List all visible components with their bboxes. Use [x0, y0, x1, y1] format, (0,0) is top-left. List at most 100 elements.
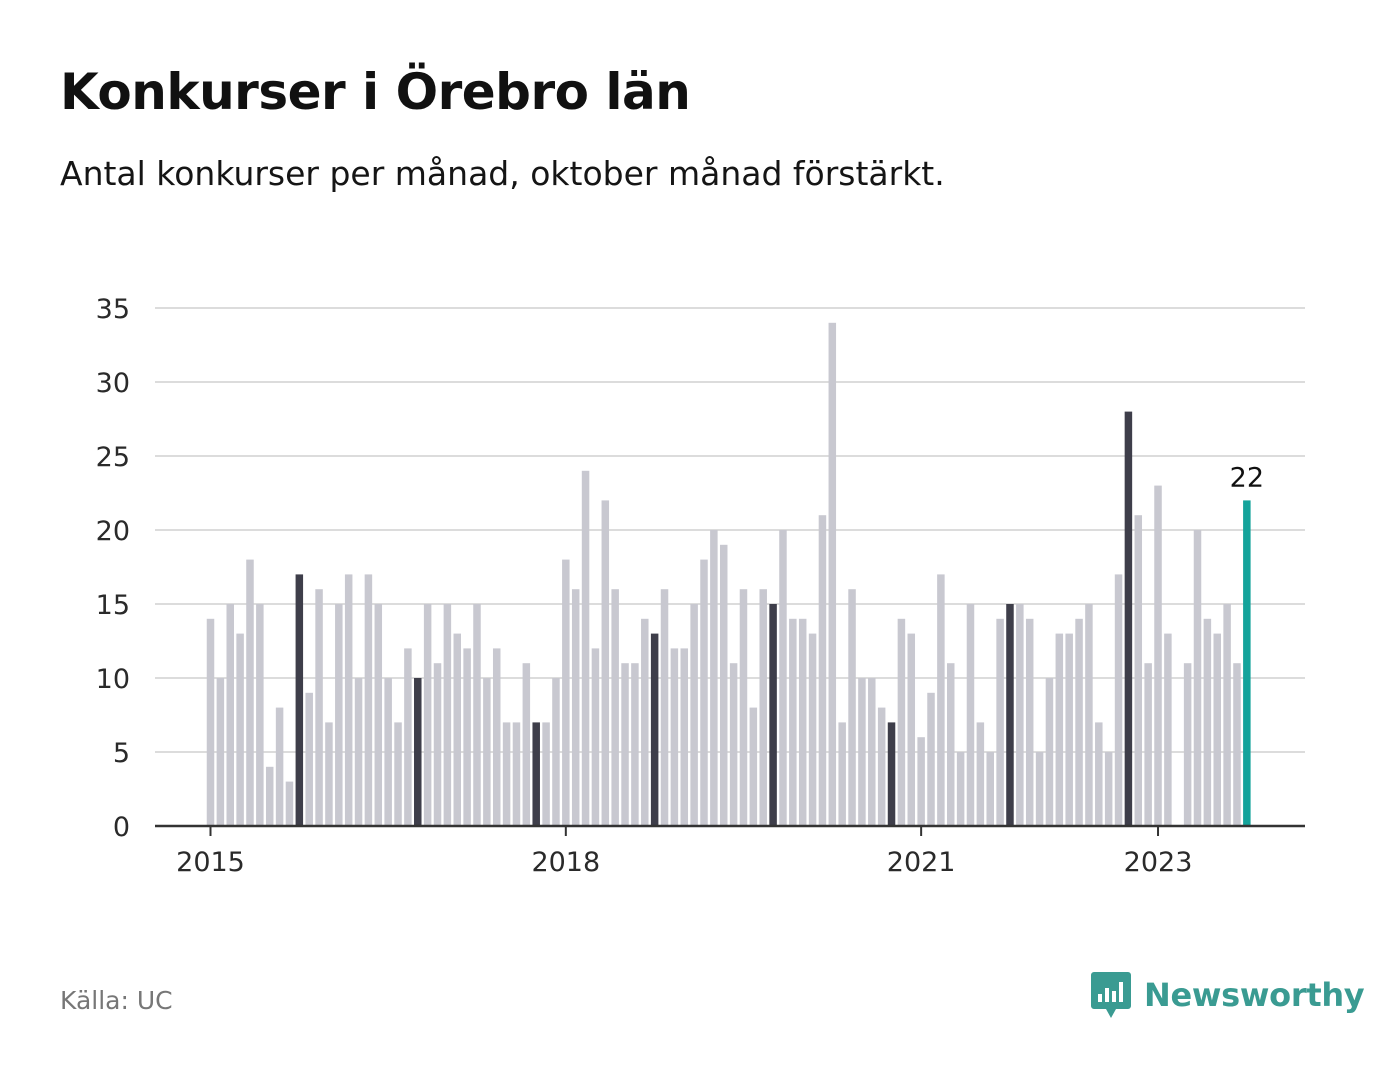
bar	[729, 663, 738, 826]
bar	[206, 618, 215, 826]
bar	[216, 678, 225, 826]
bar	[542, 722, 550, 826]
bar	[680, 648, 689, 826]
bar	[601, 500, 610, 826]
bar	[552, 678, 560, 826]
bar	[986, 752, 994, 826]
bar	[670, 648, 679, 826]
chart-title: Konkurser i Örebro län	[60, 63, 691, 121]
bar	[374, 604, 383, 826]
bar	[858, 678, 866, 826]
bar	[246, 559, 254, 826]
bar	[463, 648, 471, 826]
bar-chart: 0 5 10 15 20 25 30 35 2015 2018 2021 2023 22	[96, 294, 1305, 878]
bar	[492, 648, 501, 826]
bar	[1203, 618, 1212, 826]
bar	[473, 604, 481, 826]
bar	[1134, 515, 1143, 826]
bar	[1045, 678, 1054, 826]
bar	[769, 604, 777, 826]
bar	[848, 589, 856, 826]
brand-name: Newsworthy	[1144, 976, 1365, 1014]
bar	[384, 678, 392, 826]
bar	[976, 722, 985, 826]
source-note: Källa: UC	[60, 986, 173, 1015]
bar	[1144, 663, 1152, 826]
bar	[631, 663, 639, 826]
bar	[256, 604, 264, 826]
bar	[1223, 604, 1231, 826]
bar	[522, 663, 531, 826]
bar	[226, 604, 234, 826]
bar	[1213, 633, 1221, 826]
bar	[798, 618, 807, 826]
bar	[285, 781, 294, 826]
bar	[1243, 500, 1251, 826]
bar	[1006, 604, 1014, 826]
bar	[1154, 485, 1162, 826]
bar	[1164, 633, 1172, 826]
bar	[295, 574, 304, 826]
x-tick-label: 2023	[1124, 847, 1193, 878]
bar	[1065, 633, 1073, 826]
bar	[1025, 618, 1034, 826]
y-tick-label: 5	[113, 738, 130, 769]
bar	[1233, 663, 1241, 826]
bar	[818, 515, 827, 826]
bar	[305, 692, 313, 826]
bar	[315, 589, 323, 826]
bar	[404, 648, 412, 826]
bar	[789, 618, 797, 826]
bar	[759, 589, 767, 826]
bar	[502, 722, 511, 826]
bar	[512, 722, 521, 826]
bar	[660, 589, 669, 826]
bar	[838, 722, 846, 826]
y-tick-label: 25	[96, 442, 130, 473]
bar	[335, 604, 343, 826]
bar	[947, 663, 955, 826]
bar	[364, 574, 373, 826]
y-tick-label: 15	[96, 590, 130, 621]
chart-subtitle: Antal konkurser per månad, oktober månad…	[60, 154, 945, 193]
y-tick-label: 10	[96, 664, 130, 695]
bar	[956, 752, 965, 826]
bar	[611, 589, 619, 826]
bar	[483, 678, 491, 826]
bar	[414, 678, 422, 826]
brand-logo: Newsworthy	[1090, 970, 1365, 1020]
newsworthy-logo-icon	[1091, 972, 1131, 1018]
bar	[236, 633, 244, 826]
bar	[581, 470, 590, 826]
bar	[1183, 663, 1192, 826]
bar	[423, 604, 432, 826]
bar	[927, 692, 935, 826]
bar	[562, 559, 570, 826]
bar	[571, 589, 580, 826]
bar	[1095, 722, 1103, 826]
bar	[966, 604, 975, 826]
bar	[1016, 604, 1024, 826]
bar	[1124, 411, 1133, 826]
bar	[996, 618, 1004, 826]
bar	[700, 559, 708, 826]
bar	[1075, 618, 1083, 826]
bar	[917, 737, 925, 826]
y-axis-ticks: 0 5 10 15 20 25 30 35	[96, 294, 130, 843]
bar	[394, 722, 402, 826]
bar	[828, 322, 837, 826]
bar	[275, 707, 284, 826]
bar	[779, 530, 787, 826]
bar	[739, 589, 748, 826]
y-tick-label: 35	[96, 294, 130, 325]
bar	[433, 663, 442, 826]
bar	[591, 648, 600, 826]
bar	[1055, 633, 1064, 826]
bar	[897, 618, 906, 826]
bar	[690, 604, 698, 826]
bar	[877, 707, 886, 826]
bar	[808, 633, 817, 826]
bar	[1085, 604, 1093, 826]
bar	[532, 722, 540, 826]
y-tick-label: 30	[96, 368, 130, 399]
